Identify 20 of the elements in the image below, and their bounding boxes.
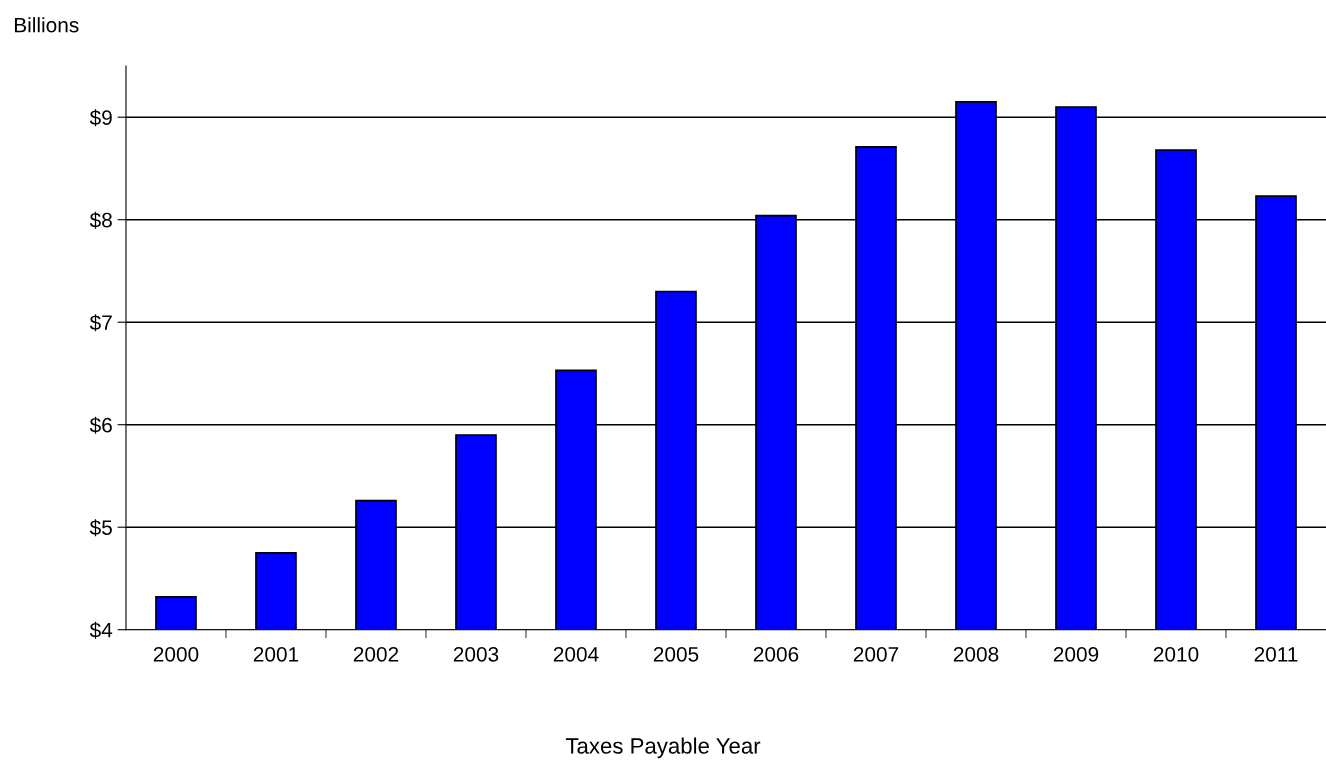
y-tick-label: $7 [89,314,112,332]
x-tick-label: 2000 [153,646,199,662]
x-tick-label: 2006 [753,646,799,662]
x-axis-title: Taxes Payable Year [565,737,761,759]
y-tick-label: $5 [89,519,112,537]
x-tick-label: 2003 [453,646,499,662]
x-tick-label: 2004 [553,646,599,662]
y-tick-label: $9 [89,109,112,127]
x-tick-label: 2011 [1254,646,1298,662]
x-tick-label: 2009 [1053,646,1099,662]
x-tick-label: 2005 [653,646,699,662]
y-tick-label: $4 [89,621,113,639]
x-tick-label: 2002 [353,646,399,662]
x-tick-label: 2008 [953,646,999,662]
x-tick-label: 2001 [253,646,299,662]
x-tick-label: 2007 [853,646,899,662]
y-tick-label: $8 [89,211,112,229]
x-tick-label: 2010 [1153,646,1199,662]
y-axis-title: Billions [14,17,79,33]
y-tick-label: $6 [89,416,112,434]
